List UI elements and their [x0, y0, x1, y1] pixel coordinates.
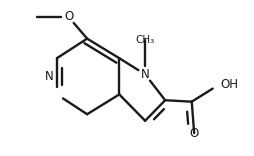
Text: CH₃: CH₃: [135, 35, 155, 45]
Text: OH: OH: [220, 78, 238, 91]
Text: N: N: [141, 68, 150, 81]
Text: O: O: [64, 10, 73, 23]
Text: N: N: [45, 70, 53, 83]
Text: O: O: [189, 127, 199, 140]
